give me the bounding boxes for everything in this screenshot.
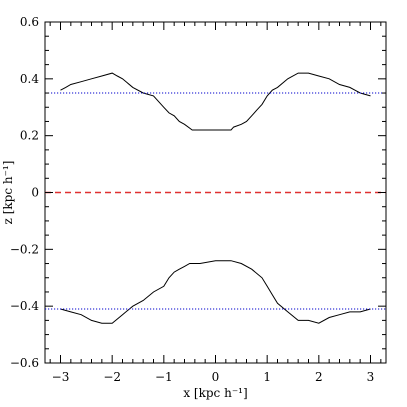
y-axis-label: z [kpc h⁻¹] xyxy=(1,161,15,225)
y-tick-label: −0.2 xyxy=(10,242,39,256)
lower-profile-line xyxy=(60,260,371,324)
x-tick-label: 2 xyxy=(315,370,323,384)
x-axis-label: x [kpc h⁻¹] xyxy=(183,386,247,400)
tick-labels-group: −3 −2 −1 0 1 2 3 −0.6 −0.4 −0.2 0 0.2 0.4 0.6 xyxy=(10,15,374,384)
x-tick-label: −1 xyxy=(155,370,173,384)
x-tick-label: −3 xyxy=(52,370,70,384)
series-group xyxy=(45,72,386,324)
x-tick-label: 0 xyxy=(212,370,220,384)
x-tick-label: −2 xyxy=(103,370,121,384)
x-tick-label: 3 xyxy=(367,370,375,384)
y-tick-label: 0 xyxy=(31,186,39,200)
y-tick-label: 0.4 xyxy=(20,72,39,86)
ticks-group xyxy=(45,21,386,364)
y-tick-label: 0.6 xyxy=(20,15,39,29)
y-tick-label: −0.4 xyxy=(10,299,40,313)
y-tick-label: 0.2 xyxy=(20,129,39,143)
y-tick-label: −0.6 xyxy=(10,356,39,370)
x-tick-label: 1 xyxy=(263,370,271,384)
upper-profile-line xyxy=(60,72,371,131)
